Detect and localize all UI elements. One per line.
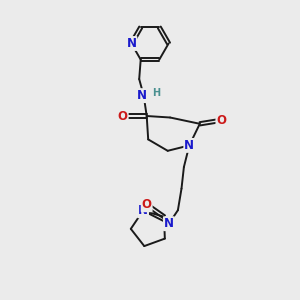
Text: O: O	[216, 114, 226, 127]
Text: O: O	[118, 110, 128, 122]
Text: N: N	[126, 37, 136, 50]
Text: N: N	[138, 204, 148, 217]
Text: N: N	[184, 139, 194, 152]
Text: N: N	[164, 217, 174, 230]
Text: N: N	[137, 89, 147, 102]
Text: O: O	[142, 198, 152, 211]
Text: H: H	[152, 88, 160, 98]
